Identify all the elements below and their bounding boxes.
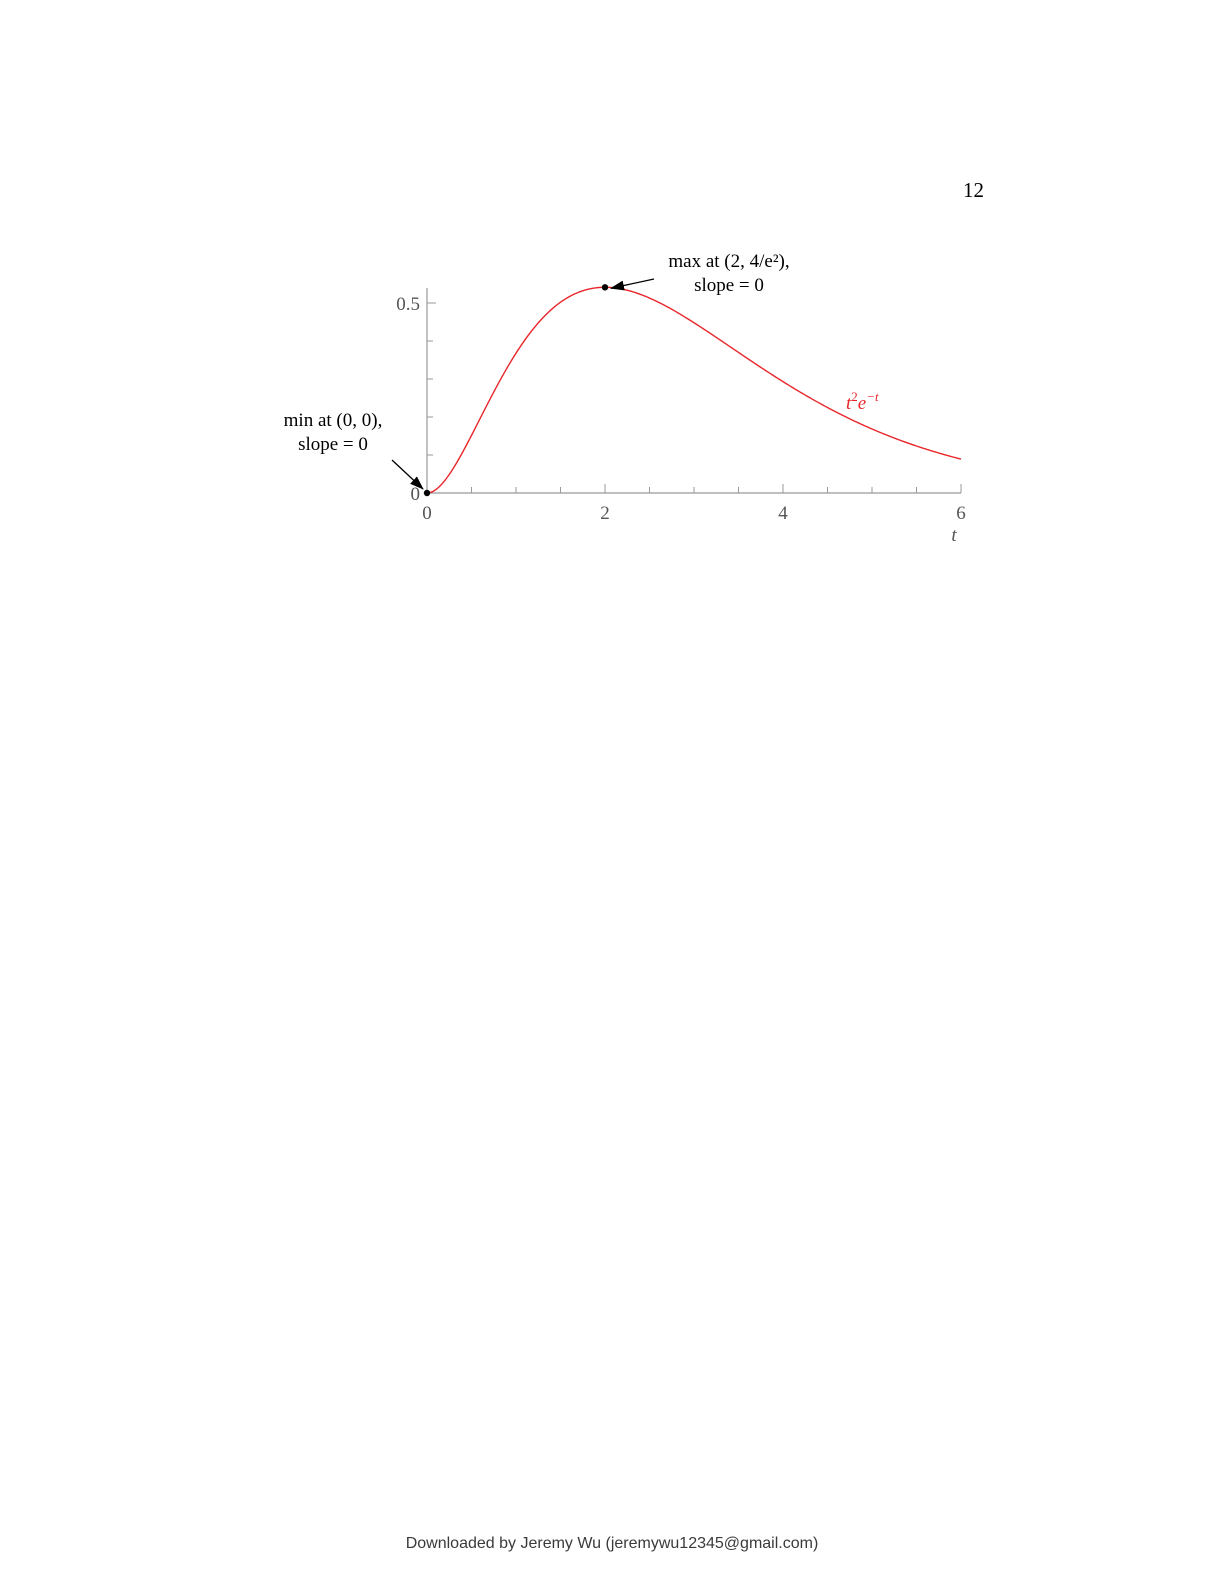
curve-t2e-t	[426, 286, 962, 494]
axes	[426, 288, 961, 494]
annotations: min at (0, 0), slope = 0 max at (2, 4/e²),…	[284, 251, 790, 497]
curve-label: t2e−t	[846, 389, 879, 414]
x-tick-label: 0	[422, 503, 432, 524]
max-annotation-line: slope = 0	[694, 275, 764, 296]
x-ticks: 0 2 4 6	[422, 484, 966, 524]
footer-download-notice: Downloaded by Jeremy Wu (jeremywu12345@g…	[405, 1535, 819, 1552]
y-ticks: 00.5	[396, 294, 436, 505]
min-arrow	[391, 459, 424, 490]
x-tick-label: 4	[778, 503, 788, 524]
page-number: 12	[963, 178, 984, 202]
y-tick-label: 0.5	[396, 294, 420, 315]
min-annotation-line: slope = 0	[298, 434, 368, 455]
y-tick-label: 0	[411, 484, 421, 505]
max-point	[601, 284, 609, 291]
min-annotation-line: min at (0, 0),	[284, 410, 383, 431]
x-axis-title: t	[951, 525, 957, 546]
x-tick-label: 6	[956, 503, 966, 524]
max-arrow	[610, 278, 655, 291]
min-point	[423, 489, 431, 497]
max-annotation-line: max at (2, 4/e²),	[668, 251, 789, 272]
x-tick-label: 2	[600, 503, 610, 524]
